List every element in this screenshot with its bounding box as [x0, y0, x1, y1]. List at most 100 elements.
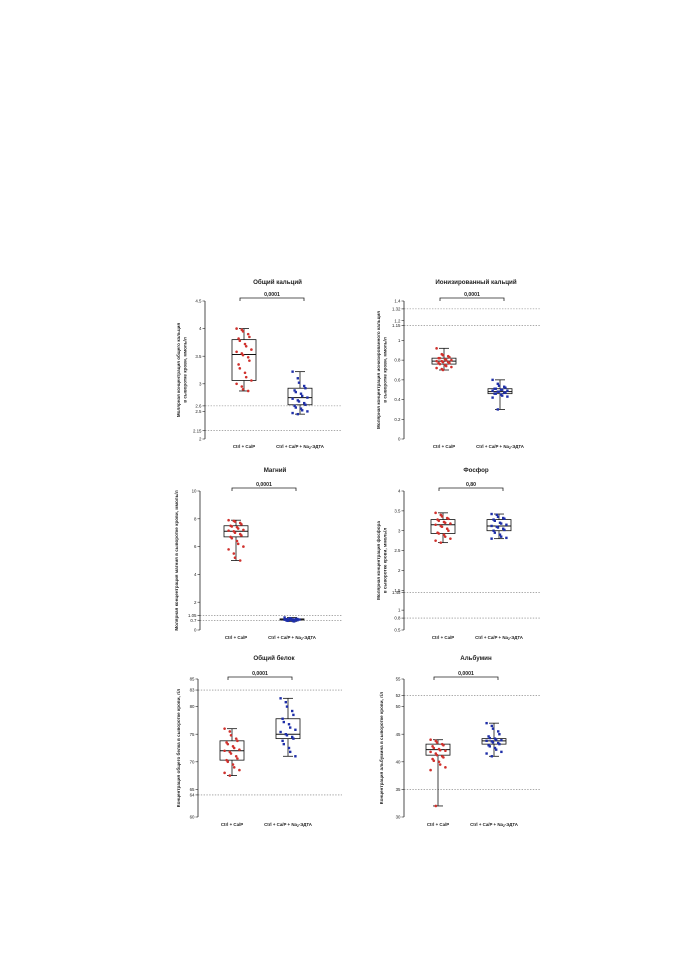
- data-point: [441, 353, 445, 357]
- y-tick-label: 4: [398, 489, 401, 494]
- y-tick-label: 70: [190, 759, 195, 764]
- data-point: [439, 541, 443, 544]
- data-point: [498, 733, 501, 736]
- data-point: [238, 559, 242, 562]
- data-point: [248, 359, 251, 362]
- data-point: [232, 552, 236, 555]
- x-tick-label: Ctrl + Ca/P + Na2-ЭДТА: [476, 444, 525, 450]
- data-point: [493, 519, 496, 522]
- data-point: [304, 387, 307, 390]
- data-point: [485, 739, 488, 743]
- data-point: [294, 390, 297, 394]
- y-tick-label: 3: [199, 381, 202, 386]
- y-tick-label: 4.5: [195, 299, 202, 304]
- data-point: [294, 728, 297, 731]
- x-tick-label: Ctrl + Ca/P + Na2-ЭДТА: [268, 635, 317, 641]
- data-point: [437, 519, 441, 523]
- data-point: [442, 533, 446, 536]
- y-tick-label: 0.6: [394, 377, 401, 382]
- data-point: [282, 742, 285, 746]
- data-point: [444, 749, 447, 753]
- data-point: [493, 531, 496, 534]
- data-point: [490, 512, 493, 516]
- data-point: [500, 522, 503, 525]
- y-tick-label: 83: [190, 688, 195, 693]
- data-point: [279, 697, 282, 700]
- significance-label: 0,0001: [256, 482, 272, 488]
- x-tick-label: Ctrl + Ca/P + Na2-ЭДТА: [470, 822, 519, 828]
- data-point: [434, 523, 437, 527]
- data-point: [296, 619, 299, 622]
- data-point: [285, 705, 289, 708]
- y-tick-label: 75: [190, 732, 195, 737]
- data-point: [236, 739, 239, 743]
- y-axis-label: в сыворотке крови, ммоль/л: [383, 337, 388, 403]
- data-point: [492, 518, 495, 521]
- data-point: [283, 618, 286, 621]
- y-tick-label: 1.15: [392, 323, 401, 328]
- data-point: [293, 389, 296, 392]
- y-axis-label: Молярная концентрация ионизированного ка…: [376, 311, 381, 429]
- y-tick-label: 0.8: [394, 358, 401, 363]
- y-tick-label: 60: [190, 815, 195, 820]
- y-tick-label: 50: [396, 704, 401, 709]
- box-iqr: [231, 339, 257, 381]
- data-point: [227, 529, 230, 532]
- y-tick-label: 4: [199, 326, 202, 331]
- chart-panel-6: Альбумин Концентрация альбумина в сыворот…: [378, 655, 540, 828]
- y-tick-label: 0.2: [394, 417, 401, 422]
- data-point: [296, 412, 299, 416]
- data-point: [291, 709, 294, 713]
- data-point: [242, 528, 245, 532]
- y-tick-label: 2.15: [193, 428, 202, 433]
- data-point: [285, 734, 289, 737]
- data-point: [235, 327, 238, 330]
- data-point: [438, 748, 442, 752]
- y-tick-label: 2: [398, 568, 401, 573]
- y-axis-label: Молярная концентрация общего кальция: [175, 323, 181, 418]
- data-point: [234, 737, 238, 740]
- y-tick-label: 1: [398, 608, 401, 613]
- data-point: [496, 382, 499, 385]
- y-tick-label: 10: [192, 489, 197, 494]
- chart-panel-1: Общий кальций Молярная концентрация общег…: [175, 279, 342, 450]
- y-axis-label: в сыворотке крови, ммоль/л: [383, 528, 388, 594]
- data-point: [306, 396, 309, 399]
- y-axis-label: Молярная концентрация фосфора: [375, 521, 381, 600]
- data-point: [450, 358, 453, 362]
- data-point: [291, 411, 294, 415]
- data-point: [291, 370, 294, 373]
- data-point: [291, 735, 294, 739]
- data-point: [243, 371, 247, 375]
- data-point: [487, 744, 490, 747]
- chart-panel-5: Общий белок Концентрация общего белка в с…: [175, 655, 342, 828]
- y-axis-label: Концентрация общего белка в сыворотке кр…: [175, 689, 181, 808]
- data-point: [287, 723, 291, 726]
- data-point: [434, 804, 438, 808]
- data-point: [491, 727, 495, 730]
- data-point: [429, 738, 432, 742]
- data-point: [450, 365, 453, 369]
- data-point: [283, 616, 286, 619]
- data-point: [230, 536, 234, 540]
- data-point: [437, 532, 441, 535]
- data-point: [429, 750, 432, 754]
- data-point: [500, 750, 503, 754]
- y-tick-label: 3.5: [195, 354, 202, 359]
- data-point: [233, 556, 237, 560]
- data-point: [233, 520, 237, 523]
- data-point: [442, 756, 445, 759]
- data-point: [495, 513, 498, 517]
- data-point: [494, 387, 497, 390]
- data-point: [285, 619, 288, 622]
- data-point: [297, 400, 301, 403]
- data-point: [441, 360, 445, 364]
- y-tick-label: 2: [199, 437, 202, 442]
- data-point: [491, 378, 494, 382]
- y-tick-label: 1.32: [392, 306, 401, 311]
- data-point: [296, 617, 299, 621]
- data-point: [228, 730, 232, 733]
- data-point: [495, 748, 498, 751]
- data-point: [244, 344, 248, 348]
